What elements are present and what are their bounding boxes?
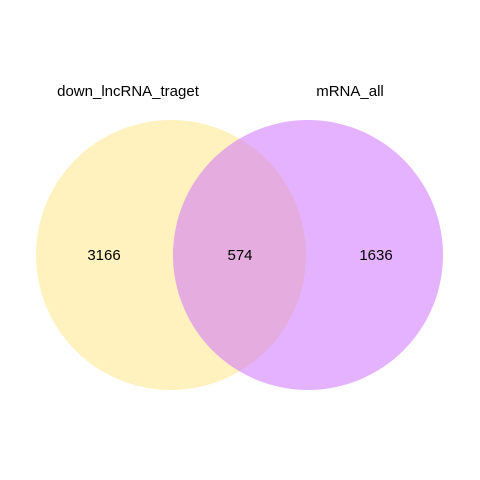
set-label-mrna-all: mRNA_all <box>316 83 384 100</box>
count-right-only: 1636 <box>359 247 392 264</box>
count-intersection: 574 <box>227 247 252 264</box>
set-label-down-lncrna-traget: down_lncRNA_traget <box>57 83 200 100</box>
set-circle-mrna-all <box>173 120 443 390</box>
count-left-only: 3166 <box>87 247 120 264</box>
